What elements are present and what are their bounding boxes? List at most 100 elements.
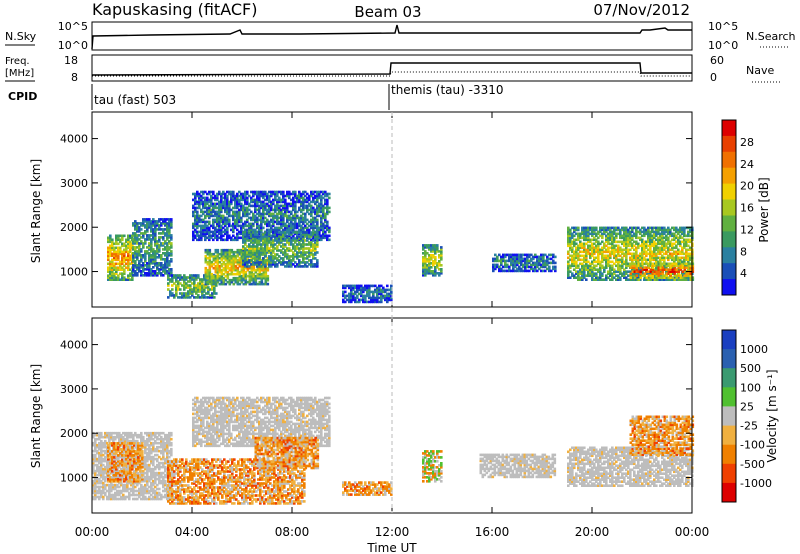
heatmap-cell: [256, 245, 259, 248]
heatmap-cell: [162, 228, 165, 231]
heatmap-cell: [266, 241, 269, 244]
heatmap-cell: [649, 262, 653, 266]
heatmap-cell: [121, 262, 124, 266]
heatmap-cell: [282, 243, 285, 246]
heatmap-cell: [663, 232, 666, 236]
heatmap-cell: [595, 264, 598, 268]
heatmap-cell: [440, 272, 443, 275]
heatmap-cell: [617, 252, 620, 256]
heatmap-cell: [623, 238, 626, 242]
heatmap-cell: [603, 230, 606, 234]
heatmap-cell: [679, 228, 682, 232]
heatmap-cell: [212, 204, 215, 208]
heatmap-cell: [268, 247, 271, 250]
heatmap-cell: [191, 294, 194, 297]
heatmap-cell: [134, 242, 137, 245]
heatmap-cell: [356, 286, 359, 290]
heatmap-cell: [256, 192, 259, 196]
heatmap-cell: [148, 254, 151, 257]
heatmap-cell: [164, 270, 167, 273]
heatmap-cell: [635, 246, 638, 250]
heatmap-cell: [260, 204, 263, 208]
heatmap-cell: [649, 232, 652, 236]
heatmap-cell: [202, 230, 205, 234]
heatmap-cell: [218, 226, 221, 230]
heatmap-cell: [266, 222, 269, 226]
heatmap-cell: [226, 232, 229, 236]
heatmap-cell: [262, 249, 265, 252]
heatmap-cell: [422, 272, 425, 275]
heatmap-cell: [274, 253, 277, 256]
heatmap-cell: [115, 268, 118, 271]
heatmap-cell: [302, 251, 305, 254]
heatmap-cell: [278, 204, 281, 208]
heatmap-cell: [192, 226, 195, 230]
heatmap-cell: [254, 237, 257, 240]
heatmap-cell: [647, 274, 651, 277]
heatmap-cell: [136, 222, 139, 225]
heatmap-cell: [671, 262, 675, 266]
heatmap-cell: [659, 240, 662, 244]
heatmap-cell: [220, 256, 224, 260]
heatmap-cell: [573, 264, 576, 268]
heatmap-cell: [522, 265, 525, 269]
heatmap-cell: [204, 248, 208, 252]
heatmap-cell: [615, 232, 618, 236]
heatmap-cell: [605, 256, 608, 260]
heatmap-cell: [633, 276, 637, 279]
heatmap-cell: [115, 272, 118, 275]
heatmap-cell: [256, 196, 259, 200]
heatmap-cell: [326, 234, 329, 238]
heatmap-cell: [238, 252, 242, 256]
heatmap-cell: [314, 243, 317, 246]
heatmap-cell: [422, 274, 425, 277]
heatmap-cell: [218, 252, 222, 256]
heatmap-cell: [144, 218, 147, 221]
heatmap-cell: [240, 204, 243, 208]
heatmap-cell: [206, 260, 210, 264]
heatmap-cell: [677, 262, 681, 266]
heatmap-cell: [258, 196, 261, 200]
heatmap-cell: [111, 254, 114, 258]
heatmap-cell: [242, 204, 245, 208]
heatmap-cell: [683, 230, 686, 234]
heatmap-cell: [209, 294, 212, 297]
heatmap-cell: [272, 251, 275, 254]
heatmap-cell: [238, 276, 242, 280]
heatmap-cell: [312, 249, 315, 252]
heatmap-cell: [278, 222, 281, 226]
heatmap-cell: [266, 198, 269, 202]
heatmap-cell: [675, 230, 678, 234]
heatmap-cell: [240, 216, 243, 220]
heatmap-cell: [599, 228, 602, 232]
heatmap-cell: [224, 282, 228, 286]
heatmap-cell: [312, 206, 315, 210]
heatmap-cell: [663, 256, 666, 260]
heatmap-cell: [659, 248, 662, 252]
heatmap-cell: [613, 254, 616, 258]
heatmap-cell: [123, 270, 126, 273]
heatmap-cell: [193, 284, 196, 287]
heatmap-cell: [270, 208, 273, 212]
heatmap-cell: [312, 210, 315, 214]
heatmap-cell: [649, 246, 652, 250]
heatmap-cell: [677, 266, 681, 269]
heatmap-cell: [605, 276, 608, 279]
heatmap-cell: [661, 242, 664, 246]
heatmap-cell: [306, 243, 309, 246]
heatmap-cell: [250, 218, 253, 222]
heatmap-cell: [123, 276, 126, 279]
heatmap-cell: [228, 224, 231, 228]
heatmap-cell: [290, 226, 293, 230]
heatmap-cell: [272, 214, 275, 218]
heatmap-cell: [342, 284, 345, 288]
heatmap-cell: [240, 220, 243, 224]
heatmap-cell: [651, 254, 654, 258]
heatmap-cell: [671, 248, 674, 252]
heatmap-cell: [386, 294, 389, 298]
heatmap-cell: [220, 282, 224, 286]
heatmap-cell: [288, 224, 291, 228]
heatmap-cell: [655, 268, 658, 271]
heatmap-cell: [117, 274, 120, 277]
heatmap-cell: [577, 234, 580, 238]
